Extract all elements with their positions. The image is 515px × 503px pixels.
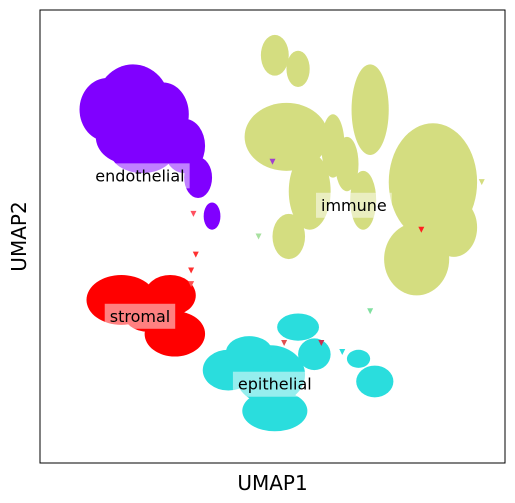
cluster-label-background (232, 371, 317, 397)
cluster-epithelial-region-5 (226, 336, 273, 368)
cluster-epithelial-region-6 (346, 349, 371, 368)
cluster-label-text: epithelial (238, 375, 312, 394)
outlier-point-3 (188, 267, 195, 274)
outlier-point-8 (367, 308, 374, 315)
outlier-point-0 (269, 158, 276, 165)
cluster-label-2: stromal (104, 303, 176, 329)
outlier-point-4 (188, 281, 195, 288)
cluster-immune-region-1 (286, 50, 310, 88)
cluster-immune-region-9 (384, 222, 450, 296)
cluster-epithelial-region-1 (298, 338, 331, 371)
cluster-label-background (104, 303, 176, 329)
cluster-immune-region-4 (272, 213, 306, 260)
cluster-epithelial-region-0 (277, 313, 320, 341)
outlier-point-6 (281, 339, 288, 346)
cluster-endothelial-region-5 (203, 202, 221, 230)
cluster-label-1: immune (316, 192, 392, 218)
cluster-label-background (316, 192, 392, 218)
cluster-endothelial-region-7 (95, 109, 161, 165)
cluster-label-0: endothelial (90, 163, 190, 189)
cluster-label-text: immune (321, 196, 387, 215)
cluster-label-3: epithelial (232, 371, 317, 397)
outlier-point-2 (192, 251, 199, 258)
outlier-markers (188, 158, 485, 356)
cluster-labels: endothelial immune stromal epithelial (90, 163, 392, 397)
cluster-label-text: endothelial (95, 166, 184, 185)
outlier-point-7 (255, 233, 262, 240)
outlier-point-10 (339, 349, 346, 356)
cluster-endothelial (79, 64, 221, 230)
y-axis-label: UMAP2 (7, 201, 31, 271)
cluster-endothelial-region-4 (184, 157, 213, 198)
cluster-immune-region-0 (260, 34, 289, 76)
cluster-immune-region-6 (351, 64, 389, 155)
outlier-point-9 (318, 339, 325, 346)
cluster-epithelial-region-7 (356, 365, 394, 398)
outlier-point-5 (418, 226, 425, 233)
cluster-label-text: stromal (110, 307, 170, 326)
x-axis-label: UMAP1 (237, 471, 307, 495)
outlier-point-11 (478, 179, 485, 186)
outlier-point-1 (190, 210, 197, 217)
plot-frame (39, 9, 506, 464)
cluster-immune-region-10 (430, 197, 478, 257)
cluster-label-background (90, 163, 190, 189)
cluster-immune-region-11 (335, 136, 359, 192)
cluster-epithelial-region-3 (242, 390, 308, 432)
cluster-immune (244, 34, 478, 296)
